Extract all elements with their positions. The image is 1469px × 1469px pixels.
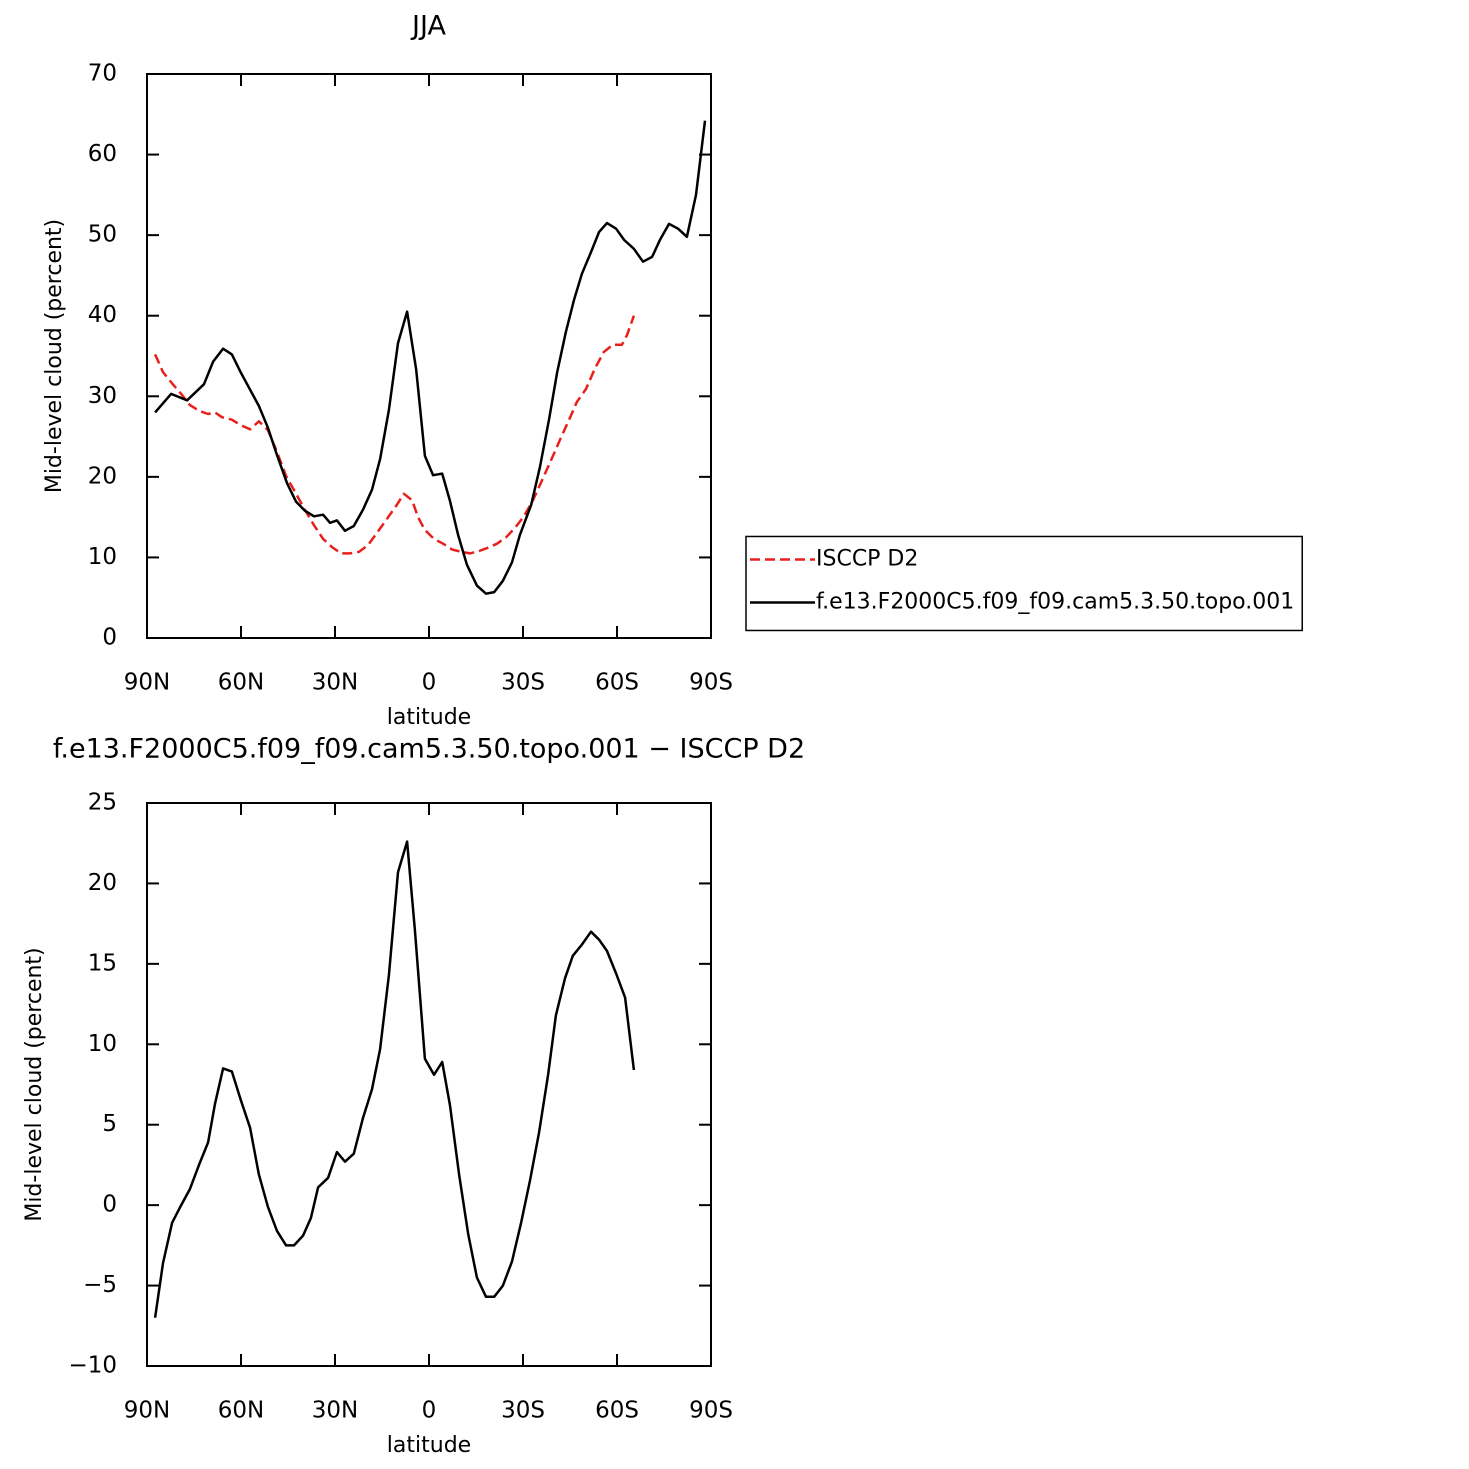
y-tick-label: 10	[88, 544, 117, 570]
plot-frame	[146, 73, 712, 639]
y-tick-label: 5	[102, 1111, 117, 1137]
legend-box	[745, 535, 1303, 632]
chart-title: f.e13.F2000C5.f09_f09.cam5.3.50.topo.001…	[53, 734, 805, 765]
x-tick-label: 30S	[501, 1398, 545, 1424]
data-line	[153, 315, 636, 555]
x-tick-label: 0	[422, 670, 437, 696]
x-tick-label: 60N	[218, 670, 264, 696]
y-tick-label: 30	[88, 383, 117, 409]
y-tick-label: 50	[88, 222, 117, 248]
y-tick-label: 20	[88, 463, 117, 489]
x-tick-label: 0	[422, 1398, 437, 1424]
x-tick-label: 30N	[312, 1398, 358, 1424]
y-tick-label: −10	[68, 1353, 117, 1379]
x-tick-label: 60N	[218, 1398, 264, 1424]
y-tick-label: 15	[88, 950, 117, 976]
legend: ISCCP D2 f.e13.F2000C5.f09_f09.cam5.3.50.…	[745, 535, 1303, 632]
y-tick-label: 25	[88, 790, 117, 816]
y-tick-label: 10	[88, 1031, 117, 1057]
x-tick-label: 90N	[124, 670, 170, 696]
data-line	[154, 120, 707, 595]
y-axis-label: Mid-level cloud (percent)	[22, 947, 47, 1221]
chart-title: JJA	[410, 11, 446, 42]
x-axis-label: latitude	[387, 705, 471, 730]
legend-label: ISCCP D2	[816, 546, 918, 571]
legend-label: f.e13.F2000C5.f09_f09.cam5.3.50.topo.001	[816, 589, 1294, 614]
y-tick-label: 70	[88, 61, 117, 87]
x-axis-label: latitude	[387, 1433, 471, 1458]
y-tick-label: 60	[88, 141, 117, 167]
data-line	[153, 840, 636, 1318]
x-tick-label: 60S	[595, 1398, 639, 1424]
y-tick-label: −5	[83, 1272, 117, 1298]
y-tick-label: 20	[88, 870, 117, 896]
x-tick-label: 90S	[689, 670, 733, 696]
x-tick-label: 30N	[312, 670, 358, 696]
plot-frame	[146, 802, 712, 1367]
y-axis-label: Mid-level cloud (percent)	[42, 219, 67, 493]
x-tick-label: 90N	[124, 1398, 170, 1424]
y-tick-label: 0	[102, 1192, 117, 1218]
x-tick-label: 60S	[595, 670, 639, 696]
y-tick-label: 0	[102, 625, 117, 651]
x-tick-label: 90S	[689, 1398, 733, 1424]
x-tick-label: 30S	[501, 670, 545, 696]
y-tick-label: 40	[88, 302, 117, 328]
